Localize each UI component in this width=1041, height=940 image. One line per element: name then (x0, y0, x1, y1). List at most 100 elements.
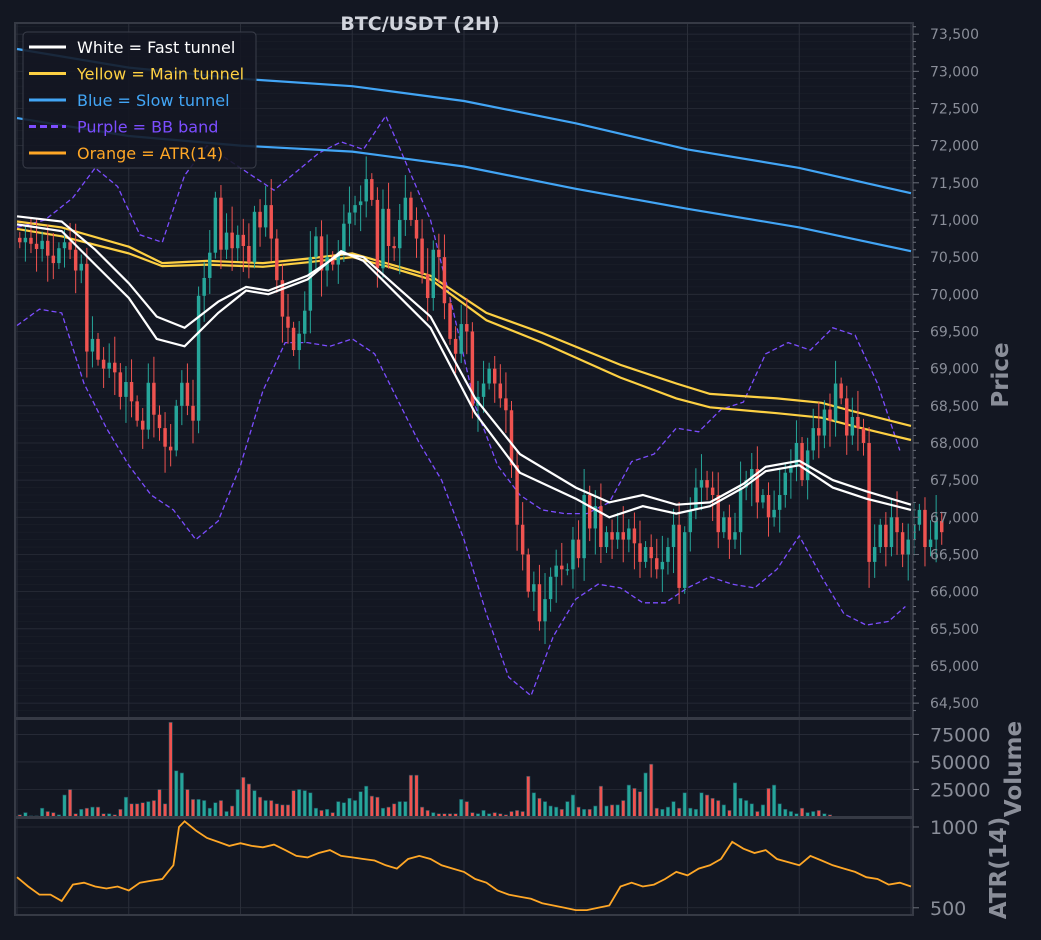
bear-candle-body (51, 255, 56, 264)
volume-bar (291, 790, 296, 818)
bear-candle-body (610, 532, 614, 540)
volume-bar (800, 807, 805, 818)
legend-label: Blue = Slow tunnel (77, 91, 230, 110)
volume-bar (252, 790, 257, 818)
volume-tick-label: 25000 (930, 779, 990, 801)
bear-candle-body (73, 249, 78, 271)
volume-bar (403, 801, 408, 818)
volume-bar (392, 803, 397, 818)
volume-bar (386, 806, 391, 818)
volume-bar (699, 792, 704, 818)
bear-candle-body (515, 465, 519, 525)
volume-bar (358, 791, 363, 818)
bull-candle-body (878, 524, 883, 548)
bull-candle-body (381, 208, 385, 269)
bear-candle-body (269, 205, 273, 239)
bull-candle-body (146, 382, 151, 430)
volume-bar (84, 807, 89, 818)
bull-candle-body (336, 252, 341, 265)
bear-candle-body (386, 208, 391, 246)
bull-candle-body (811, 428, 815, 451)
volume-tick-label: 75000 (930, 724, 990, 746)
bull-candle-body (682, 532, 687, 588)
bear-candle-body (526, 554, 530, 592)
axis-ticks: 64,500 65,000 65,500 66,000 66,500 67,000 67,5… (913, 26, 990, 920)
volume-bar (285, 804, 291, 818)
atr-axis-label: ATR(14) (986, 817, 1012, 919)
bear-candle-body (191, 405, 195, 421)
volume-bar (241, 777, 246, 818)
bull-candle-body (459, 324, 463, 354)
bull-candle-body (208, 252, 212, 278)
bear-candle-body (152, 382, 156, 415)
atr-line (16, 820, 912, 911)
volume-bar (353, 800, 358, 818)
price-tick-label: 66,500 (930, 547, 979, 563)
atr-panel-frame (14, 817, 914, 916)
bear-candle-body (185, 382, 190, 406)
main-tunnel-upper-line (16, 220, 912, 427)
price-tick-label: 68,500 (930, 399, 979, 415)
volume-bar (408, 774, 413, 818)
bull-candle-body (23, 237, 28, 243)
bear-candle-body (330, 257, 335, 265)
volume-bar (554, 806, 559, 818)
bull-candle-body (694, 487, 698, 510)
bear-candle-body (655, 558, 659, 570)
bull-candle-body (666, 547, 670, 562)
volume-bar (179, 772, 184, 818)
price-tick-label: 65,000 (930, 659, 979, 675)
bear-candle-body (414, 219, 419, 239)
price-tick-label: 70,500 (930, 250, 979, 266)
volume-bar (157, 789, 162, 818)
legend-label: Yellow = Main tunnel (76, 65, 244, 84)
volume-bar (151, 800, 156, 818)
legend-label: White = Fast tunnel (77, 38, 235, 57)
bull-candle-body (872, 547, 877, 562)
volume-bar (604, 805, 609, 818)
bear-candle-body (498, 383, 503, 399)
volume-bar (632, 788, 637, 818)
bear-candle-body (710, 487, 715, 496)
volume-bar (185, 789, 190, 818)
volume-bar (246, 783, 251, 818)
volume-bar (68, 789, 73, 818)
bear-candle-body (420, 238, 424, 275)
bear-candle-body (129, 382, 134, 402)
price-tick-label: 73,000 (930, 64, 979, 80)
price-tick-label: 73,500 (930, 27, 979, 43)
volume-bar (313, 807, 318, 818)
bull-candle-body (342, 223, 346, 253)
bear-candle-body (599, 506, 603, 548)
volume-bar (744, 800, 749, 818)
volume-bar (576, 806, 581, 818)
bear-candle-body (632, 528, 637, 544)
price-tick-label: 67,000 (930, 510, 979, 526)
bear-candle-body (219, 197, 223, 250)
bull-candle-body (593, 506, 598, 529)
volume-bar (738, 797, 743, 818)
bull-candle-body (235, 234, 240, 249)
bear-candle-body (856, 416, 860, 429)
atr-plot (16, 820, 912, 911)
bear-candle-body (465, 324, 469, 332)
bull-candle-body (789, 465, 793, 473)
price-tick-label: 69,000 (930, 362, 979, 378)
volume-bar (375, 796, 380, 818)
bear-candle-body (560, 565, 564, 570)
volume-bar (610, 804, 615, 818)
volume-bar (548, 805, 553, 818)
volume-bar (531, 792, 536, 818)
bear-candle-body (705, 480, 709, 488)
bull-candle-body (889, 517, 894, 548)
volume-bar (693, 808, 698, 818)
bull-candle-body (202, 277, 206, 296)
volume-bar (202, 800, 207, 818)
bear-candle-body (576, 539, 581, 559)
volume-bar (263, 800, 268, 818)
bull-candle-body (833, 383, 838, 421)
volume-bar (677, 807, 682, 818)
bull-candle-body (822, 409, 827, 436)
bear-candle-body (845, 398, 849, 436)
volume-bar (364, 785, 369, 818)
